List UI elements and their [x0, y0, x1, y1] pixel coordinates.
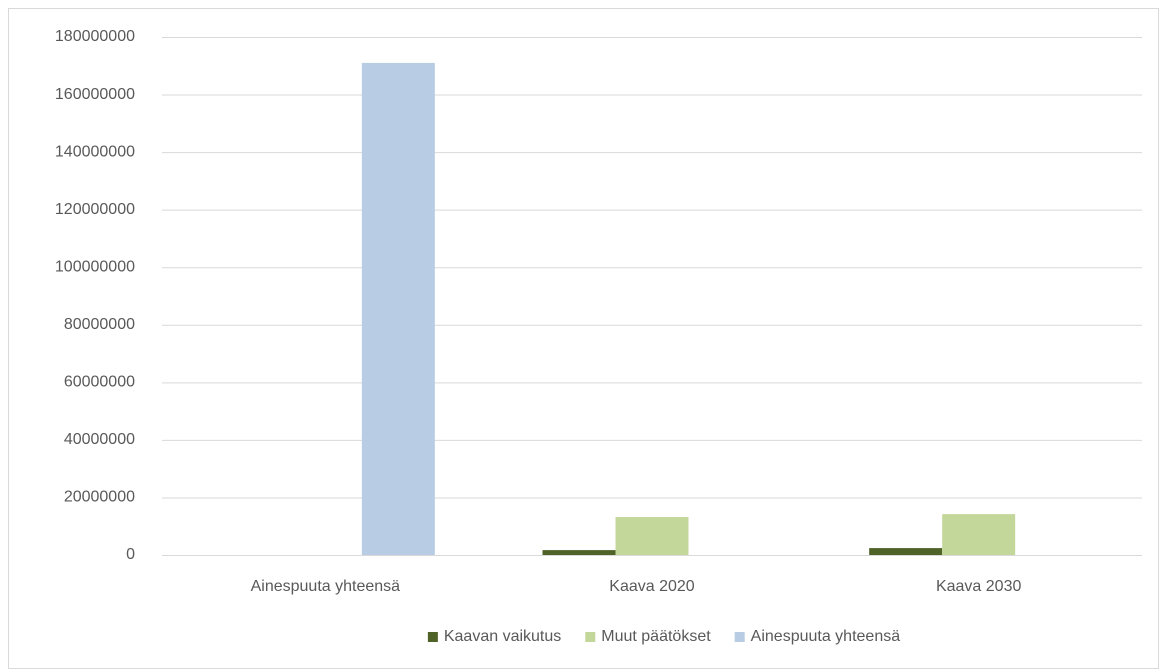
legend-label: Kaavan vaikutus — [444, 628, 561, 645]
y-tick-label: 180000000 — [55, 28, 135, 45]
bar — [361, 62, 435, 556]
legend-swatch — [427, 632, 438, 642]
y-tick-label: 0 — [126, 546, 135, 563]
bar — [542, 550, 616, 555]
legend-label: Ainespuuta yhteensä — [751, 628, 901, 645]
legend-swatch — [585, 632, 596, 642]
y-tick-label: 80000000 — [64, 316, 135, 333]
chart-frame — [8, 8, 1159, 669]
x-tick-label: Kaava 2020 — [609, 578, 695, 595]
bar — [869, 548, 943, 555]
bar — [615, 517, 689, 555]
y-tick-label: 140000000 — [55, 143, 135, 160]
legend-label: Muut päätökset — [601, 628, 711, 645]
y-tick-label: 120000000 — [55, 201, 135, 218]
y-tick-label: 100000000 — [55, 258, 135, 275]
y-tick-label: 40000000 — [64, 431, 135, 448]
y-tick-label: 20000000 — [64, 489, 135, 506]
x-tick-label: Ainespuuta yhteensä — [251, 578, 401, 595]
y-tick-label: 160000000 — [55, 86, 135, 103]
bar — [942, 514, 1016, 555]
legend-swatch — [734, 632, 745, 642]
y-tick-label: 60000000 — [64, 374, 135, 391]
x-tick-label: Kaava 2030 — [936, 578, 1022, 595]
